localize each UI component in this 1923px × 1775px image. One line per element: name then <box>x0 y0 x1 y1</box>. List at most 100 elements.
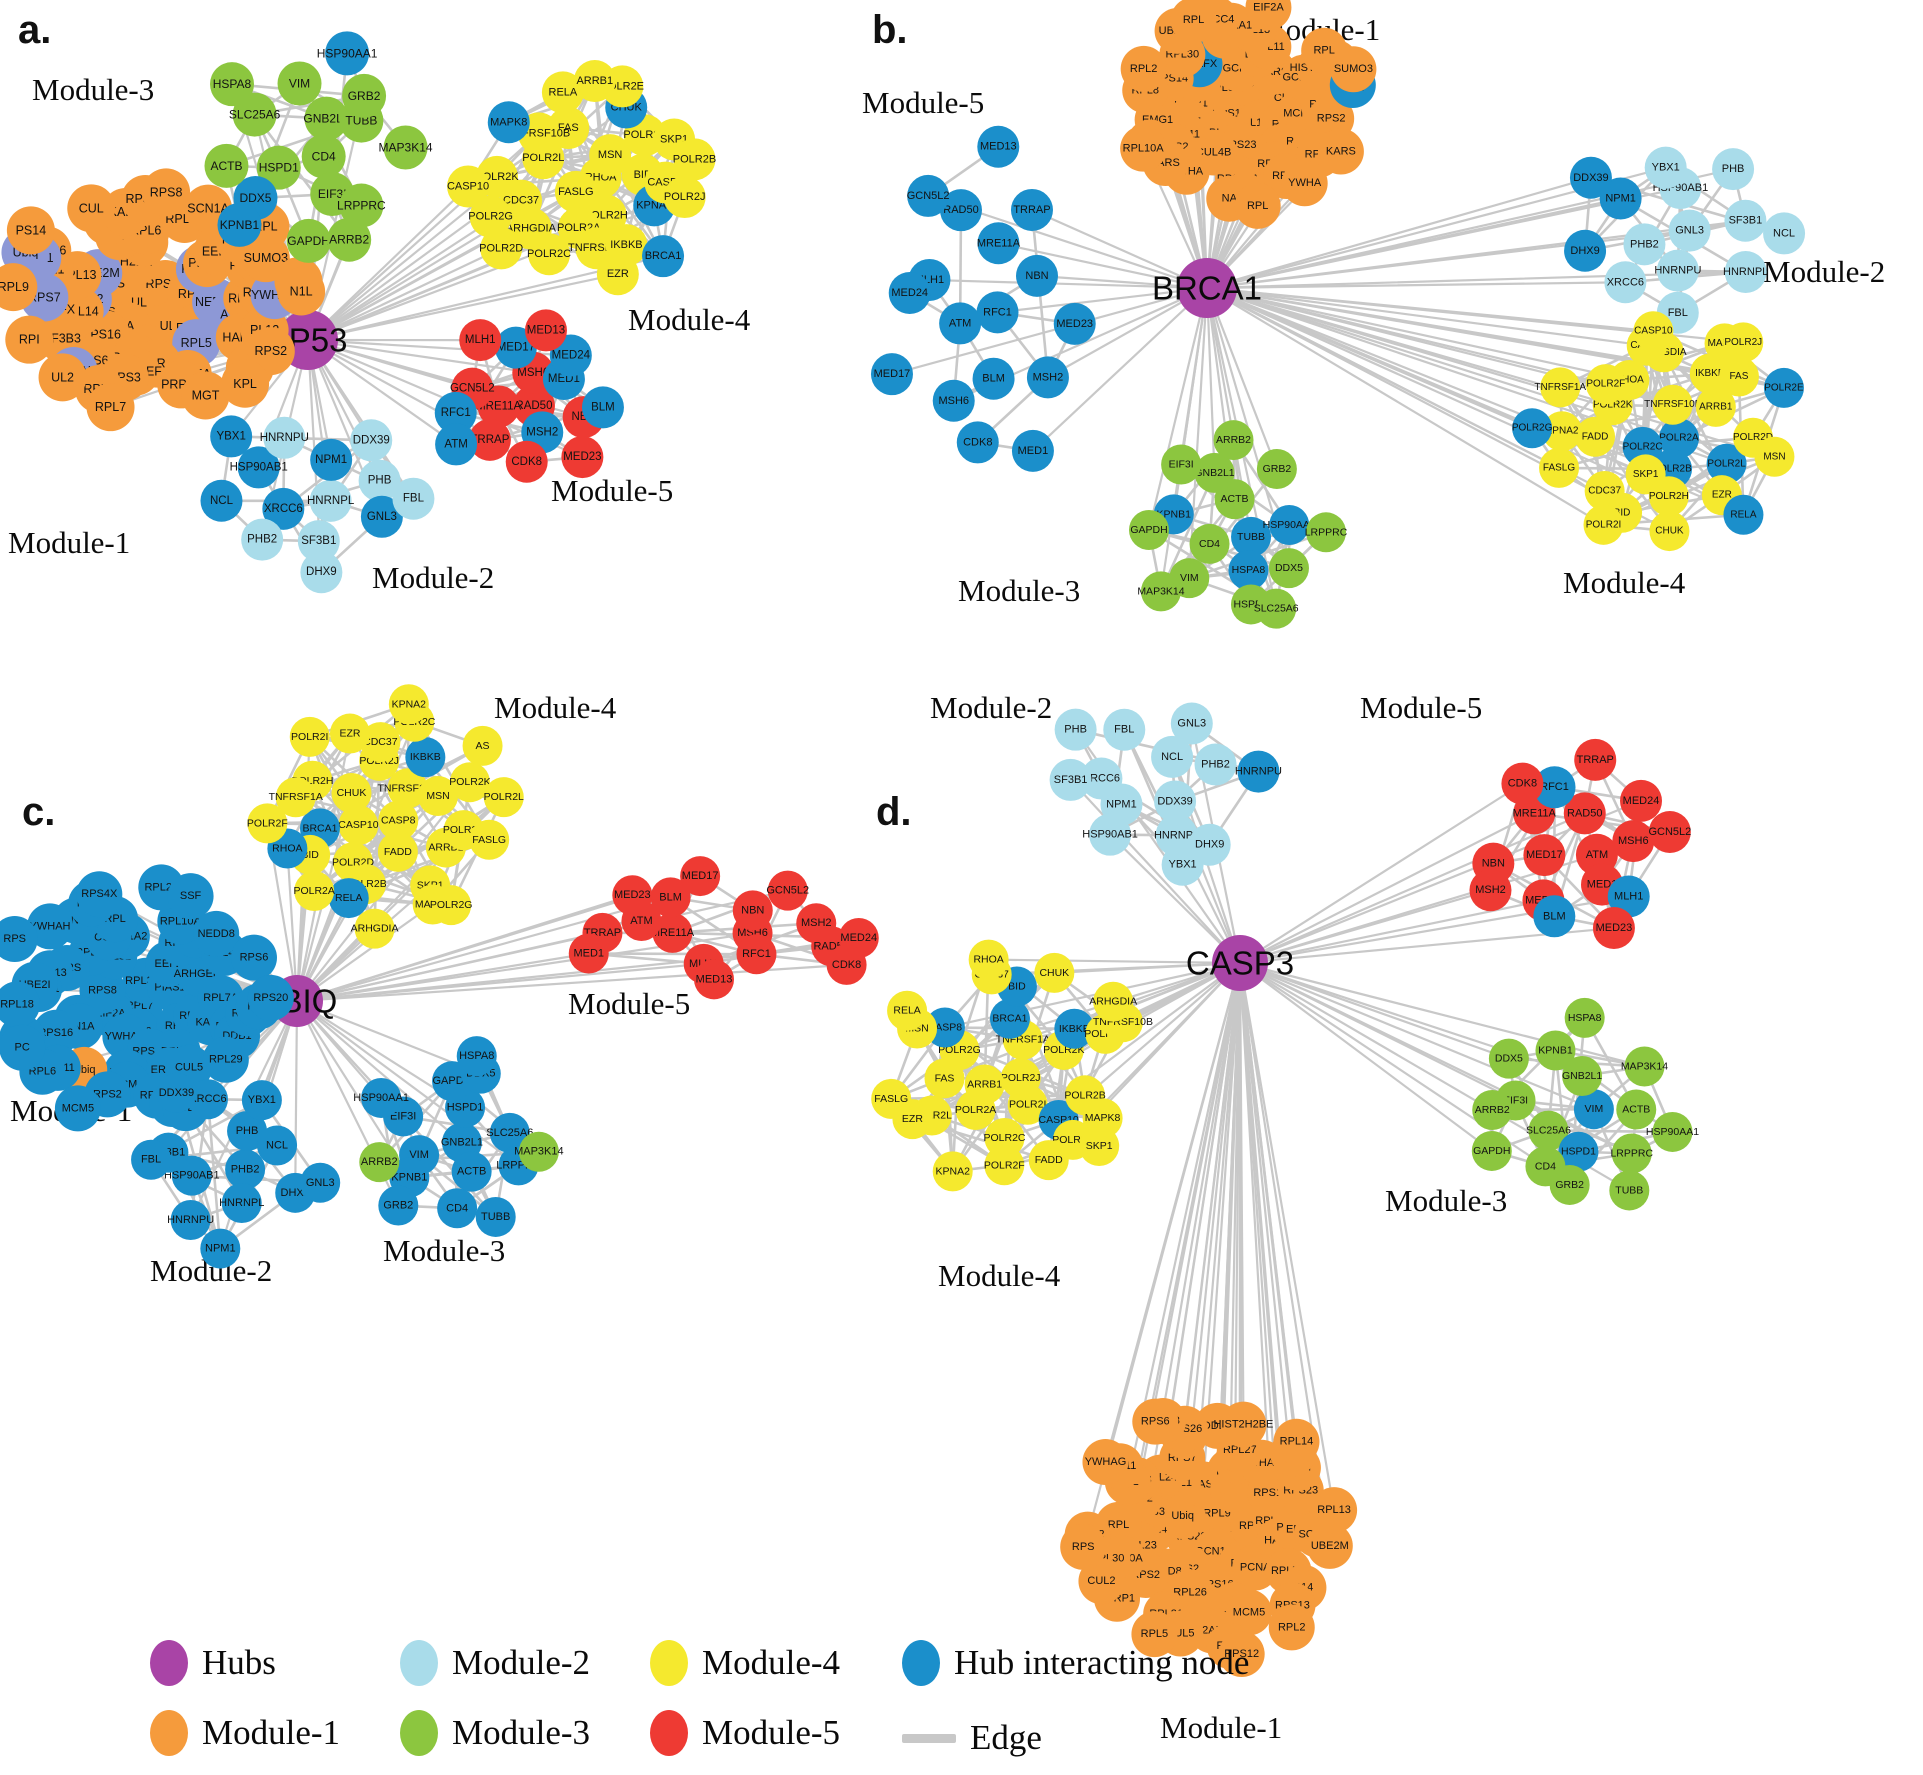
network-node[interactable] <box>826 944 867 985</box>
network-node[interactable] <box>680 856 721 897</box>
network-node[interactable] <box>1053 302 1096 345</box>
network-node[interactable] <box>76 871 123 918</box>
network-node[interactable] <box>378 1185 419 1226</box>
network-node[interactable] <box>325 31 370 76</box>
network-node[interactable] <box>1220 1401 1267 1448</box>
network-node[interactable] <box>1695 386 1736 427</box>
panel-c-module-4-node[interactable]: EZR <box>329 713 370 754</box>
panel-a-module-3-node[interactable]: KPNB1 <box>217 202 262 247</box>
network-node[interactable] <box>447 165 490 208</box>
network-node[interactable] <box>86 383 135 432</box>
panel-c-module-5-node[interactable]: MED23 <box>612 875 653 916</box>
network-node[interactable] <box>200 1228 241 1269</box>
panel-b-module-3-node[interactable]: GAPDH <box>1128 509 1169 550</box>
panel-b-module-5-node[interactable]: BLM <box>972 357 1015 400</box>
network-node[interactable] <box>309 479 352 522</box>
network-node[interactable] <box>1648 811 1691 854</box>
network-node[interactable] <box>1128 509 1169 550</box>
panel-b-module-5-node[interactable]: MED24 <box>888 272 931 315</box>
network-node[interactable] <box>247 974 294 1021</box>
panel-d-module-4-node[interactable]: KPNA2 <box>932 1151 973 1192</box>
panel-c-module-5-node[interactable]: MED1 <box>568 933 609 974</box>
panel-b-module-4-node[interactable]: CHUK <box>1649 511 1690 552</box>
network-node[interactable] <box>300 551 343 594</box>
panel-b-module-4-node[interactable]: POLR2H <box>1649 476 1689 517</box>
panel-a-module-2-node[interactable]: PHB2 <box>241 518 284 561</box>
network-node[interactable] <box>329 713 370 754</box>
network-node[interactable] <box>924 1058 965 1099</box>
panel-c-module-5-node[interactable]: MED13 <box>694 959 735 1000</box>
panel-d-module-4-node[interactable]: RHOA <box>968 939 1009 980</box>
panel-d-module-3-node[interactable]: LRPPRC <box>1610 1133 1653 1174</box>
network-node[interactable] <box>0 263 38 312</box>
panel-c-module-1-node[interactable]: RPL29 <box>202 1036 249 1083</box>
panel-d-module-2-node[interactable]: PHB2 <box>1194 743 1237 786</box>
panel-d-module-3-node[interactable]: TUBB <box>1609 1170 1650 1211</box>
network-node[interactable] <box>1542 411 1583 452</box>
network-node[interactable] <box>1015 254 1058 297</box>
network-node[interactable] <box>449 762 490 803</box>
network-node[interactable] <box>1624 1046 1665 1087</box>
panel-a-module-1-node[interactable]: RPS8 <box>142 168 191 217</box>
network-node[interactable] <box>0 981 41 1028</box>
panel-d-module-3-node[interactable]: DDX5 <box>1488 1038 1529 1079</box>
panel-c-module-2-node[interactable]: NCL <box>257 1125 298 1166</box>
network-node[interactable] <box>1268 1604 1315 1651</box>
network-node[interactable] <box>232 92 277 137</box>
network-node[interactable] <box>573 60 616 103</box>
panel-d-module-4-node[interactable]: SKP1 <box>1079 1126 1120 1167</box>
network-node[interactable] <box>418 776 459 817</box>
panel-a-module-2-node[interactable]: NCL <box>200 479 243 522</box>
network-node[interactable] <box>451 1151 492 1192</box>
panel-c-module-4-node[interactable]: RELA <box>328 878 369 919</box>
network-node[interactable] <box>1611 1133 1652 1174</box>
panel-b-module-5-node[interactable]: MED17 <box>870 353 913 396</box>
network-node[interactable] <box>1558 1131 1599 1172</box>
network-node[interactable] <box>5 315 54 364</box>
network-node[interactable] <box>1562 1055 1603 1096</box>
network-node[interactable] <box>1306 512 1347 553</box>
network-node[interactable] <box>1311 1487 1358 1534</box>
panel-b-module-3-node[interactable]: DDX5 <box>1268 548 1309 589</box>
panel-c-module-5-node[interactable]: GCN5L2 <box>766 870 809 911</box>
hub-node[interactable] <box>1212 935 1268 991</box>
network-node[interactable] <box>328 878 369 919</box>
network-node[interactable] <box>1034 952 1075 993</box>
network-node[interactable] <box>200 479 243 522</box>
panel-b-module-5-node[interactable]: CDK8 <box>956 421 999 464</box>
panel-b-module-4-node[interactable]: CASP10 <box>1633 311 1674 352</box>
panel-b-module-5-node[interactable]: TRRAP <box>1010 188 1053 231</box>
panel-c-module-3-node[interactable]: TUBB <box>475 1196 516 1237</box>
network-node[interactable] <box>456 1036 497 1077</box>
network-node[interactable] <box>246 327 295 376</box>
network-node[interactable] <box>1712 148 1755 191</box>
panel-b-module-2-node[interactable]: PHB <box>1712 148 1755 191</box>
panel-a-module-3-node[interactable]: MAP3K14 <box>379 125 433 170</box>
network-node[interactable] <box>956 421 999 464</box>
network-node[interactable] <box>1026 356 1069 399</box>
network-node[interactable] <box>342 73 387 118</box>
network-node[interactable] <box>1607 875 1650 918</box>
network-node[interactable] <box>462 725 503 766</box>
network-node[interactable] <box>358 459 401 502</box>
network-node[interactable] <box>1564 229 1607 272</box>
panel-a-module-4-node[interactable]: CASP10 <box>447 165 490 208</box>
network-node[interactable] <box>170 1200 211 1241</box>
panel-b-module-3-node[interactable]: EIF3I <box>1161 444 1202 485</box>
network-node[interactable] <box>277 267 326 316</box>
panel-a-module-5-node[interactable]: BLM <box>581 386 624 429</box>
network-node[interactable] <box>1245 0 1292 31</box>
panel-c-module-4-node[interactable]: POLR2L <box>484 777 524 818</box>
network-node[interactable] <box>968 939 1009 980</box>
panel-b-module-2-node[interactable]: XRCC6 <box>1604 261 1647 304</box>
panel-a-module-5-node[interactable]: MLH1 <box>459 319 502 362</box>
panel-b-module-1-node[interactable]: SUMO3 <box>1330 46 1377 93</box>
panel-b-module-3-node[interactable]: GRB2 <box>1256 449 1297 490</box>
panel-b-module-3-node[interactable]: CD4 <box>1189 523 1230 564</box>
panel-c-module-3-node[interactable]: CD4 <box>437 1188 478 1229</box>
network-node[interactable] <box>54 1085 101 1132</box>
network-node[interactable] <box>1011 429 1054 472</box>
network-node[interactable] <box>1533 766 1576 809</box>
network-node[interactable] <box>262 487 305 530</box>
network-node[interactable] <box>480 227 523 270</box>
